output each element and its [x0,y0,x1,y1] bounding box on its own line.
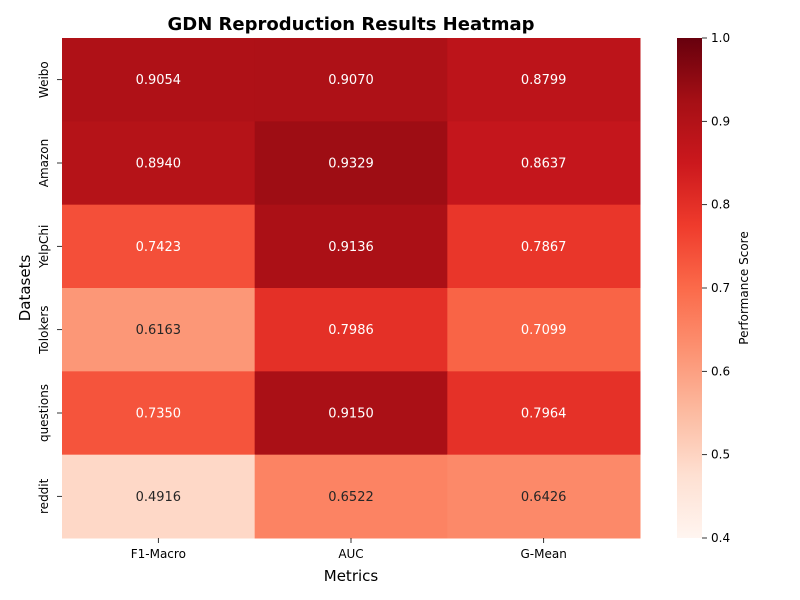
y-tick-label: reddit [37,478,51,514]
x-tick-label: AUC [338,547,363,561]
colorbar [677,38,702,538]
heatmap-cell [62,371,256,456]
cell-value-label: 0.8637 [521,157,567,172]
heatmap-cell [447,454,641,539]
heatmap-cell [254,204,448,289]
heatmap-cell [254,288,448,372]
colorbar-label: Performance Score [737,231,751,344]
x-axis-label: Metrics [324,567,379,585]
y-axis-label: Datasets [16,255,34,322]
heatmap-cell [447,121,641,206]
cell-value-label: 0.7099 [521,323,567,338]
heatmap-cell [447,38,641,122]
cell-value-label: 0.6426 [521,490,567,505]
y-tick-label: Amazon [37,139,51,188]
heatmap-cell [62,204,256,289]
cell-value-label: 0.9150 [328,407,374,422]
colorbar-tick-label: 0.5 [711,448,730,462]
heatmap-cells: 0.9054 0.9070 0.8799 0.8940 0.9329 0.8637 0.74… [62,38,641,539]
cell-value-label: 0.7964 [521,407,567,422]
cell-value-label: 0.8799 [521,73,567,88]
colorbar-tick-label: 1.0 [711,31,730,45]
colorbar-ticks: 0.4 0.5 0.6 0.7 0.8 0.9 1.0 [702,31,730,545]
x-tick-label: G-Mean [521,547,567,561]
x-axis-ticks: F1-Macro AUC G-Mean [131,538,567,561]
heatmap-cell [254,371,448,456]
y-axis-ticks: Weibo Amazon YelpChi Tolokers questions reddi… [37,61,62,514]
cell-value-label: 0.7867 [521,240,567,255]
cell-value-label: 0.6522 [328,490,374,505]
colorbar-tick-label: 0.9 [711,114,730,128]
y-tick-label: YelpChi [37,225,51,269]
cell-value-label: 0.9070 [328,73,374,88]
cell-value-label: 0.8940 [136,157,182,172]
y-tick-label: Tolokers [37,305,51,354]
heatmap-cell [447,371,641,456]
cell-value-label: 0.7986 [328,323,374,338]
cell-value-label: 0.7423 [136,240,182,255]
y-tick-label: Weibo [37,61,51,98]
colorbar-tick-label: 0.6 [711,364,730,378]
heatmap-cell [62,121,256,206]
heatmap-cell [447,288,641,372]
cell-value-label: 0.9329 [328,157,374,172]
cell-value-label: 0.4916 [136,490,182,505]
colorbar-tick-label: 0.7 [711,281,730,295]
cell-value-label: 0.9136 [328,240,374,255]
chart-title: GDN Reproduction Results Heatmap [168,14,535,35]
colorbar-tick-label: 0.8 [711,198,730,212]
heatmap-cell [62,454,256,539]
heatmap-cell [62,288,256,372]
colorbar-tick-label: 0.4 [711,531,730,545]
heatmap-cell [254,38,448,122]
y-tick-label: questions [37,384,51,442]
heatmap-cell [254,454,448,539]
heatmap-cell [447,204,641,289]
heatmap-cell [254,121,448,206]
cell-value-label: 0.6163 [136,323,182,338]
heatmap-cell [62,38,256,122]
cell-value-label: 0.7350 [136,407,182,422]
x-tick-label: F1-Macro [131,547,186,561]
cell-value-label: 0.9054 [136,73,182,88]
